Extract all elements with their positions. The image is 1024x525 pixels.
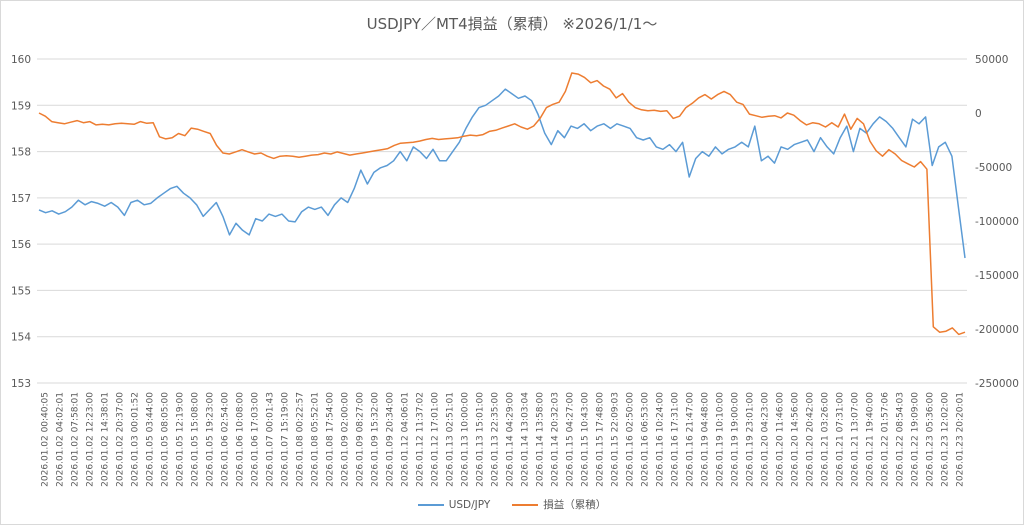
x-tick-label: 2026.01.21 13:07:00 — [851, 392, 861, 487]
x-tick-label: 2026.01.20 11:46:00 — [776, 392, 786, 487]
right-tick-label: -250000 — [975, 378, 1019, 390]
x-tick-label: 2026.01.12 04:06:01 — [401, 392, 411, 487]
x-tick-label: 2026.01.05 03:44:00 — [146, 392, 156, 487]
x-tick-label: 2026.01.20 04:23:00 — [761, 392, 771, 487]
x-tick-label: 2026.01.19 10:10:00 — [716, 392, 726, 487]
x-tick-label: 2026.01.08 17:54:00 — [326, 392, 336, 487]
left-tick-label: 160 — [11, 54, 31, 66]
x-tick-label: 2026.01.07 00:01:43 — [266, 392, 276, 487]
legend-item-usdjpy: USD/JPY — [417, 497, 491, 512]
right-tick-label: -100000 — [975, 216, 1019, 228]
left-tick-label: 154 — [11, 332, 31, 344]
right-tick-label: -200000 — [975, 324, 1019, 336]
x-tick-label: 2026.01.16 06:53:00 — [641, 392, 651, 487]
right-tick-label: -50000 — [975, 162, 1012, 174]
x-tick-label: 2026.01.02 00:40:05 — [41, 392, 51, 487]
left-tick-label: 153 — [11, 378, 31, 390]
x-tick-label: 2026.01.02 12:23:00 — [86, 392, 96, 487]
left-tick-label: 155 — [11, 285, 31, 297]
x-tick-label: 2026.01.13 10:00:00 — [461, 392, 471, 487]
x-tick-label: 2026.01.09 20:34:00 — [386, 392, 396, 487]
x-tick-label: 2026.01.02 04:02:01 — [56, 392, 66, 487]
x-tick-label: 2026.01.16 02:50:00 — [626, 392, 636, 487]
x-tick-label: 2026.01.19 19:00:00 — [731, 392, 741, 487]
x-tick-label: 2026.01.05 08:05:00 — [161, 392, 171, 487]
x-tick-label: 2026.01.08 00:22:57 — [296, 392, 306, 487]
x-tick-label: 2026.01.07 15:19:00 — [281, 392, 291, 487]
x-tick-label: 2026.01.16 21:47:00 — [686, 392, 696, 487]
x-tick-label: 2026.01.13 22:35:00 — [491, 392, 501, 487]
x-tick-label: 2026.01.02 20:37:00 — [116, 392, 126, 487]
x-tick-label: 2026.01.21 19:40:00 — [866, 392, 876, 487]
x-tick-label: 2026.01.06 02:54:00 — [221, 392, 231, 487]
series-line-pnl — [38, 72, 966, 336]
x-tick-label: 2026.01.23 12:02:00 — [941, 392, 951, 487]
legend-item-pnl: 損益（累積） — [512, 497, 606, 512]
x-tick-label: 2026.01.20 14:56:00 — [791, 392, 801, 487]
left-tick-label: 159 — [11, 100, 31, 112]
legend-label-pnl: 損益（累積） — [543, 499, 607, 511]
legend-swatch-usdjpy — [417, 503, 444, 506]
right-tick-label: 0 — [975, 108, 982, 120]
x-tick-label: 2026.01.23 05:36:00 — [926, 392, 936, 487]
x-tick-label: 2026.01.03 00:01:52 — [131, 392, 141, 487]
chart-title: USDJPY／MT4損益（累積） ※2026/1/1〜 — [366, 15, 658, 33]
x-tick-label: 2026.01.15 17:48:00 — [596, 392, 606, 487]
right-tick-label: 50000 — [975, 54, 1008, 66]
x-tick-label: 2026.01.22 01:57:06 — [881, 392, 891, 487]
x-tick-label: 2026.01.19 23:01:00 — [746, 392, 756, 487]
x-tick-label: 2026.01.05 15:08:00 — [191, 392, 201, 487]
x-tick-label: 2026.01.21 07:31:00 — [836, 392, 846, 487]
x-tick-label: 2026.01.13 02:51:01 — [446, 392, 456, 487]
x-tick-label: 2026.01.16 10:24:00 — [656, 392, 666, 487]
legend-swatch-pnl — [512, 503, 539, 506]
legend: USD/JPY 損益（累積） — [1, 497, 1023, 512]
x-tick-label: 2026.01.12 11:37:02 — [416, 392, 426, 487]
x-tick-label: 2026.01.22 19:09:00 — [911, 392, 921, 487]
left-tick-label: 156 — [11, 239, 31, 251]
x-tick-label: 2026.01.09 02:00:00 — [341, 392, 351, 487]
x-tick-label: 2026.01.14 20:32:03 — [551, 392, 561, 487]
legend-label-usdjpy: USD/JPY — [448, 498, 491, 511]
x-tick-label: 2026.01.14 13:58:00 — [536, 392, 546, 487]
x-tick-label: 2026.01.02 14:38:01 — [101, 392, 111, 487]
x-tick-label: 2026.01.06 10:08:00 — [236, 392, 246, 487]
x-tick-label: 2026.01.14 13:03:04 — [521, 392, 531, 487]
x-tick-label: 2026.01.12 17:01:00 — [431, 392, 441, 487]
series-line-usdjpy — [38, 88, 966, 259]
x-tick-label: 2026.01.02 07:58:01 — [71, 392, 81, 487]
x-tick-label: 2026.01.15 22:09:03 — [611, 392, 621, 487]
left-tick-label: 157 — [11, 193, 31, 205]
x-tick-label: 2026.01.05 12:19:00 — [176, 392, 186, 487]
x-tick-label: 2026.01.23 20:20:01 — [956, 392, 966, 487]
x-tick-label: 2026.01.15 04:27:00 — [566, 392, 576, 487]
x-tick-label: 2026.01.22 08:54:03 — [896, 392, 906, 487]
x-tick-label: 2026.01.13 15:01:00 — [476, 392, 486, 487]
left-tick-label: 158 — [11, 147, 31, 159]
x-tick-label: 2026.01.14 04:29:00 — [506, 392, 516, 487]
x-tick-label: 2026.01.09 15:32:00 — [371, 392, 381, 487]
x-tick-label: 2026.01.19 04:48:00 — [701, 392, 711, 487]
x-tick-label: 2026.01.20 20:42:00 — [806, 392, 816, 487]
right-tick-label: -150000 — [975, 270, 1019, 282]
x-tick-label: 2026.01.16 17:31:00 — [671, 392, 681, 487]
x-tick-label: 2026.01.21 03:26:00 — [821, 392, 831, 487]
x-tick-label: 2026.01.15 10:43:00 — [581, 392, 591, 487]
x-tick-label: 2026.01.09 08:27:00 — [356, 392, 366, 487]
x-tick-label: 2026.01.08 05:52:01 — [311, 392, 321, 487]
x-tick-label: 2026.01.05 19:23:00 — [206, 392, 216, 487]
x-tick-label: 2026.01.06 17:03:00 — [251, 392, 261, 487]
